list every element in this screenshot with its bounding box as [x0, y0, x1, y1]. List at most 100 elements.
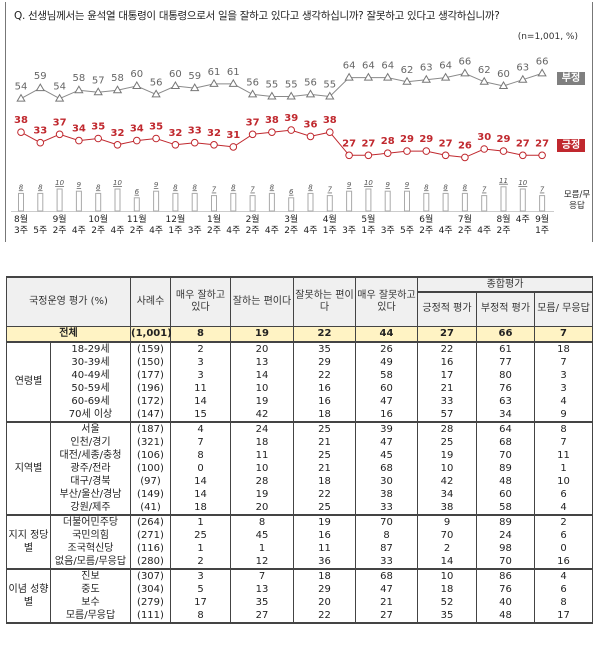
cell-positive: 22	[417, 340, 477, 356]
table-row: 이념 성향별 진보 (307) 3 7 18 68 10 86 4	[6, 567, 594, 624]
negative-point	[537, 68, 547, 77]
dk-bar	[75, 190, 82, 212]
dk-bar	[133, 197, 140, 212]
negative-label: 60	[130, 69, 143, 80]
negative-label: 63	[516, 63, 529, 74]
dk-bar	[500, 186, 507, 212]
cell-negative: 66	[476, 326, 535, 342]
negative-point	[325, 91, 335, 100]
cell-very-good: 17	[170, 595, 231, 609]
cell-very-good: 3	[170, 567, 231, 583]
positive-line	[20, 129, 543, 158]
cell-positive: 42	[417, 474, 477, 488]
negative-label: 56	[304, 77, 317, 88]
positive-label: 33	[33, 126, 47, 137]
table-row: 강원/제주 (41) 18 20 25 33 38 58 4	[7, 500, 594, 516]
x-tick-label: 7월	[458, 213, 472, 225]
cell-very-good: 5	[170, 582, 231, 596]
cell-bad: 19	[293, 513, 356, 529]
sample-size: (147)	[130, 407, 171, 423]
x-tick-label: 4주	[226, 225, 240, 236]
chart-panel: Q. 선생님께서는 윤석열 대통령이 대통령으로서 일을 잘하고 있다고 생각하…	[5, 2, 593, 242]
negative-point	[247, 89, 258, 98]
cell-negative: 24	[476, 528, 535, 542]
row-label: 모름/무응답	[50, 608, 131, 624]
positive-label: 29	[419, 134, 433, 145]
cell-very-good: 8	[170, 326, 231, 342]
positive-label: 29	[497, 134, 511, 145]
cell-very-good: 1	[170, 513, 231, 529]
x-tick-label: 11월	[127, 213, 147, 225]
positive-point	[403, 147, 411, 155]
dk-bar	[230, 192, 237, 212]
dk-bar	[442, 192, 449, 212]
negative-label: 56	[150, 77, 163, 88]
header-good: 잘하는 편이다	[230, 276, 294, 327]
sample-size: (116)	[130, 541, 171, 555]
positive-label: 28	[381, 136, 395, 147]
positive-point	[364, 151, 373, 160]
table-row: 보수 (279) 17 35 20 21 52 40 8	[7, 595, 594, 609]
sample-size: (150)	[130, 355, 171, 369]
dk-bar	[191, 192, 198, 212]
positive-point	[171, 141, 180, 149]
dk-bar	[172, 192, 179, 212]
negative-label: 54	[15, 82, 28, 93]
x-tick-label: 4주	[110, 225, 124, 236]
row-label: 중도	[50, 582, 131, 596]
cell-dont-know: 6	[533, 528, 594, 542]
negative-label: 59	[34, 71, 47, 82]
dk-bar-label: 8	[231, 183, 236, 191]
cell-positive: 38	[417, 500, 477, 516]
cell-very-good: 18	[170, 500, 231, 516]
cell-dont-know: 9	[533, 407, 594, 423]
cell-negative: 60	[476, 487, 535, 501]
negative-label: 55	[266, 80, 279, 91]
header-positive: 긍정적 평가	[417, 291, 477, 327]
cell-very-good: 14	[170, 394, 231, 408]
cell-dont-know: 17	[533, 608, 594, 624]
cell-good: 24	[230, 420, 294, 436]
cell-positive: 25	[417, 435, 477, 449]
dk-bar	[249, 195, 256, 212]
dk-bar-label: 8	[463, 183, 468, 191]
x-tick-label: 4주	[265, 225, 279, 236]
negative-point	[93, 87, 103, 96]
dk-bar	[37, 192, 44, 212]
cell-very-good: 25	[170, 528, 231, 542]
negative-point	[151, 89, 161, 98]
positive-label: 35	[149, 122, 163, 133]
cell-negative: 48	[476, 608, 535, 624]
positive-point	[519, 151, 527, 160]
negative-label: 58	[111, 73, 124, 84]
x-tick-label: 2주	[458, 225, 472, 236]
negative-point	[228, 78, 238, 87]
cell-negative: 77	[476, 355, 535, 369]
x-tick-label: 4월	[323, 213, 337, 225]
row-label: 더불어민주당	[50, 513, 131, 529]
cell-positive: 28	[417, 420, 477, 436]
positive-point	[36, 138, 45, 147]
cell-very-good: 15	[170, 407, 231, 423]
cell-bad: 22	[293, 326, 356, 342]
x-tick-label: 1월	[207, 213, 221, 225]
x-tick-label: 4주	[516, 214, 530, 225]
cell-very-bad: 47	[355, 582, 418, 596]
cell-bad: 18	[293, 474, 356, 488]
x-tick-label: 9월	[53, 213, 67, 225]
row-label: 대전/세종/충청	[50, 448, 131, 462]
positive-point	[55, 130, 64, 139]
table-row: 70세 이상 (147) 15 42 18 16 57 34 9	[7, 407, 594, 423]
row-label: 30-39세	[50, 355, 131, 369]
approval-table: 국정운영 평가 (%) 사례수 매우 잘하고 있다 잘하는 편이다 잘못하는 편…	[6, 276, 594, 624]
positive-label: 32	[207, 128, 221, 139]
cell-dont-know: 18	[533, 340, 594, 356]
row-label: 강원/제주	[50, 500, 131, 516]
cell-very-bad: 30	[355, 474, 418, 488]
sample-size: (100)	[130, 461, 171, 475]
row-label: 진보	[50, 567, 131, 583]
x-tick-label: 1주	[361, 225, 375, 236]
cell-positive: 18	[417, 582, 477, 596]
row-label: 40-49세	[50, 368, 131, 382]
positive-point	[461, 153, 469, 162]
